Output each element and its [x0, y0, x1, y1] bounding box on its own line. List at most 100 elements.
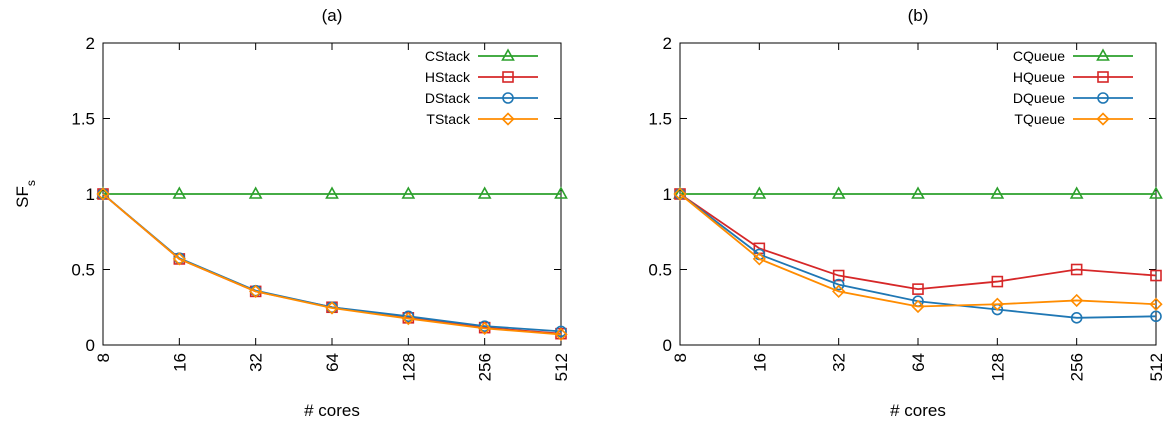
series-cstack — [96, 186, 568, 199]
panel-b: (b) 0 0.5 1 1.5 2 8 16 32 64 128 256 512 # cores CQueu… — [648, 6, 1166, 420]
legend: CQueue HQueue DQueue TQueue — [1013, 48, 1133, 127]
legend-label: TQueue — [1014, 111, 1065, 127]
data-point-tqueue — [1149, 297, 1163, 311]
data-point-tstack — [96, 187, 110, 201]
data-point-dqueue — [1150, 310, 1162, 323]
legend-label: DStack — [425, 90, 471, 106]
y-tick-label: 0.5 — [71, 261, 95, 280]
data-point-cstack — [96, 186, 110, 199]
legend-swatch-marker — [501, 112, 515, 126]
data-point-cqueue — [1069, 186, 1084, 199]
x-tick-label: 8 — [94, 353, 113, 362]
data-point-dqueue — [832, 278, 845, 291]
data-point-hqueue — [1150, 269, 1162, 282]
data-point-cstack — [477, 186, 492, 199]
data-point-tstack — [401, 311, 415, 326]
y-tick-label: 1.5 — [648, 110, 672, 129]
data-point-tqueue — [752, 252, 766, 266]
data-point-cqueue — [1149, 186, 1163, 199]
data-point-tstack — [325, 301, 339, 315]
series-line-tstack — [102, 193, 562, 336]
legend-swatch-marker — [502, 71, 514, 83]
data-point-dstack — [402, 310, 415, 323]
x-tick-label: 32 — [830, 353, 849, 372]
y-tick-label: 0 — [663, 336, 672, 355]
data-point-tqueue — [673, 187, 687, 201]
data-point-tstack — [172, 252, 186, 266]
data-point-cstack — [325, 186, 339, 199]
data-point-cqueue — [831, 186, 846, 199]
x-tick-label: 128 — [988, 353, 1007, 381]
data-point-hqueue — [1070, 263, 1083, 276]
x-tick-label: 16 — [170, 353, 189, 372]
y-axis-label: SFs — [13, 180, 38, 208]
series-tqueue — [673, 187, 1163, 314]
legend: CStack HStack DStack TStack — [425, 48, 538, 127]
x-tick-label: 256 — [476, 353, 495, 381]
chart-title: (a) — [322, 6, 343, 25]
x-tick-label: 64 — [909, 353, 928, 372]
x-tick-label: 8 — [671, 353, 690, 362]
series-cqueue — [673, 186, 1163, 199]
data-point-dstack — [478, 320, 491, 332]
data-point-cstack — [401, 186, 416, 199]
data-point-cstack — [248, 186, 263, 199]
legend-label: CStack — [425, 48, 471, 64]
x-tick-label: 16 — [750, 353, 769, 372]
series-line-hqueue — [679, 193, 1157, 291]
series-line-dqueue — [679, 193, 1157, 319]
x-tick-label: 512 — [1147, 353, 1166, 381]
y-tick-label: 0 — [86, 336, 95, 355]
data-point-hqueue — [832, 269, 845, 282]
legend-swatch-marker — [1096, 112, 1110, 126]
legend-label: HStack — [425, 69, 471, 85]
legend-swatch-marker — [1097, 71, 1109, 83]
x-tick-label: 64 — [323, 353, 342, 372]
data-point-cqueue — [911, 186, 925, 199]
data-point-cqueue — [990, 186, 1005, 199]
x-axis-label: # cores — [304, 401, 360, 420]
series-dqueue — [674, 188, 1162, 324]
data-point-cstack — [172, 186, 187, 199]
y-tick-label: 2 — [663, 34, 672, 53]
data-point-cqueue — [752, 186, 767, 199]
data-point-cstack — [554, 186, 568, 199]
series-line-tqueue — [679, 193, 1157, 308]
legend-label: HQueue — [1013, 69, 1065, 85]
series-tstack — [96, 187, 568, 342]
chart-title: (b) — [908, 6, 929, 25]
series-line-dstack — [102, 193, 562, 333]
panel-a: (a) 0 0.5 1 1.5 2 8 16 32 64 128 256 512 # cores SFs CS… — [13, 6, 571, 420]
x-axis-label: # cores — [890, 401, 946, 420]
y-tick-label: 1.5 — [71, 110, 95, 129]
data-point-dqueue — [1070, 312, 1083, 324]
data-point-hqueue — [912, 283, 924, 295]
data-point-tstack — [478, 321, 492, 336]
data-point-dstack — [555, 325, 567, 338]
legend-label: DQueue — [1013, 90, 1065, 106]
y-tick-label: 0.5 — [648, 261, 672, 280]
data-point-tqueue — [911, 299, 925, 314]
data-point-cqueue — [673, 186, 687, 199]
data-point-tqueue — [990, 297, 1004, 311]
series-hqueue — [674, 188, 1162, 295]
legend-swatch-marker — [502, 92, 514, 104]
x-tick-label: 32 — [247, 353, 266, 372]
legend-label: TStack — [426, 111, 471, 127]
data-point-hqueue — [991, 275, 1004, 288]
legend-swatch-marker — [1097, 92, 1109, 104]
legend-label: CQueue — [1013, 48, 1065, 64]
data-point-tqueue — [1070, 293, 1084, 308]
y-tick-label: 1 — [663, 185, 672, 204]
data-point-tqueue — [832, 284, 846, 299]
y-tick-label: 2 — [86, 34, 95, 53]
x-tick-label: 128 — [399, 353, 418, 381]
legend-swatch-marker — [1096, 48, 1110, 61]
y-tick-label: 1 — [86, 185, 95, 204]
legend-swatch-marker — [501, 48, 515, 61]
data-point-tstack — [554, 327, 568, 342]
x-tick-label: 256 — [1068, 353, 1087, 381]
data-point-tstack — [249, 284, 263, 299]
